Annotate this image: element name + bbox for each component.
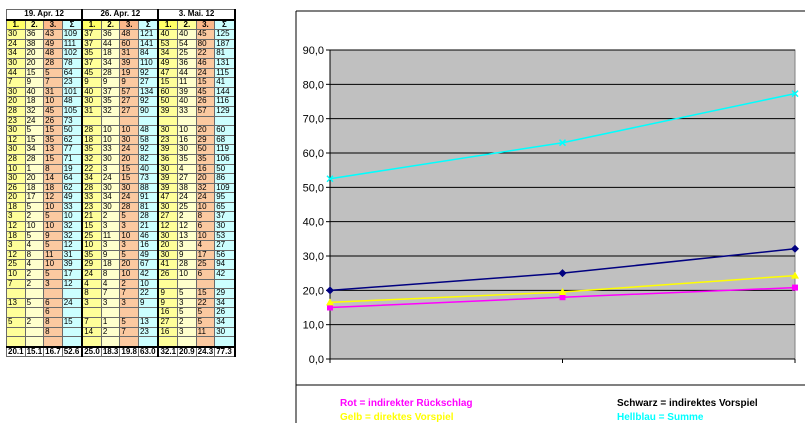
data-point (792, 284, 798, 291)
total-cell: 32.1 (157, 345, 179, 358)
table-row: 13 5 6 24 3 3 3 9 9 3 22 34 (6, 297, 236, 309)
y-tick-label: 10,0 (303, 320, 324, 332)
table-row: 20 17 12 49 33 34 24 91 47 24 24 95 (6, 192, 236, 203)
date-header-row: 19. Apr. 12 26. Apr. 12 3. Mai. 12 (6, 8, 236, 21)
data-point (791, 244, 799, 253)
table-row: 30 20 28 78 37 34 39 110 49 36 46 131 (6, 57, 236, 69)
table-row (6, 336, 236, 348)
table-row: 7 2 3 12 4 4 2 10 (6, 278, 236, 290)
date-header: 3. Mai. 12 (157, 8, 236, 21)
legend-label: Rot = indirekter Rückschlag (340, 398, 473, 409)
data-point (327, 304, 333, 311)
data-table: 19. Apr. 12 26. Apr. 12 3. Mai. 12 1. 2. 3. Σ 1… (6, 8, 236, 358)
column-header: 1. (81, 19, 102, 31)
table-row: 23 24 26 73 (6, 115, 236, 127)
data-point (558, 288, 567, 296)
column-header: 2. (24, 19, 45, 31)
legend-label: Hellblau = Summe (617, 412, 704, 423)
data-point (559, 294, 566, 301)
total-cell: 25.0 (81, 345, 102, 358)
y-tick-label: 80,0 (303, 79, 324, 91)
y-tick-label: 20,0 (303, 285, 324, 297)
total-cell: 77.3 (214, 345, 236, 358)
legend-label: Schwarz = indirektes Vorspiel (617, 398, 758, 409)
legend-label: Gelb = direktes Vorspiel (340, 412, 454, 423)
table-row: 3 4 5 12 10 3 3 16 20 3 4 27 (6, 240, 236, 251)
column-header: 1. (157, 19, 179, 31)
date-header: 26. Apr. 12 (81, 8, 160, 21)
table-row: 10 2 5 17 24 8 10 42 26 10 6 42 (6, 269, 236, 280)
table-row: 18 5 9 32 25 11 10 46 30 13 10 53 (6, 230, 236, 242)
date-header: 19. Apr. 12 (6, 8, 84, 21)
data-point (558, 139, 567, 147)
total-cell: 52.6 (61, 345, 84, 358)
table-row: 26 18 18 62 28 30 30 88 39 38 32 109 (6, 182, 236, 194)
y-tick-label: 60,0 (303, 148, 324, 160)
total-cell: 63.0 (137, 345, 160, 358)
table-row: 24 38 49 111 37 44 60 141 53 54 80 187 (6, 38, 236, 50)
table-row: 30 20 14 64 34 24 15 73 39 27 20 86 (6, 173, 236, 184)
column-header-row: 1. 2. 3. Σ 1. 2. 3. Σ 1. 2. 3. Σ (6, 19, 236, 31)
table-row: 3 2 5 10 21 2 5 28 27 2 8 37 (6, 211, 236, 223)
table-row: 6 16 5 5 26 (6, 307, 236, 318)
table-row: 12 10 10 32 15 3 3 21 12 12 6 30 (6, 221, 236, 232)
data-point (326, 175, 334, 183)
plot-area (329, 49, 796, 360)
data-point (791, 271, 799, 279)
y-tick-label: 90,0 (303, 45, 324, 57)
table-row: 10 1 8 19 22 3 15 40 30 4 16 50 (6, 163, 236, 175)
data-point (558, 269, 567, 278)
table-row: 18 5 10 33 23 30 28 81 30 25 10 65 (6, 201, 236, 213)
totals-row: 20.1 15.1 16.7 52.6 25.0 18.3 19.8 63.0 32.1 20.9… (6, 345, 236, 358)
y-tick-label: 70,0 (303, 114, 324, 126)
table-row: 44 15 5 64 45 28 19 92 47 44 24 115 (6, 67, 236, 79)
table-row: 34 20 48 102 35 18 31 84 34 25 22 81 (6, 48, 236, 59)
table-row: 12 15 35 62 18 10 30 58 23 16 29 68 (6, 134, 236, 146)
y-tick-label: 0,0 (309, 354, 324, 366)
data-point (791, 90, 799, 98)
column-header: Σ (61, 19, 84, 31)
data-point (326, 298, 334, 306)
table-row: 7 9 7 23 9 9 9 27 15 11 15 41 (6, 77, 236, 88)
total-cell: 15.1 (24, 345, 45, 358)
y-tick-label: 30,0 (303, 251, 324, 263)
table-row: 28 32 45 105 31 32 27 90 39 33 57 129 (6, 105, 236, 117)
column-header: Σ (214, 19, 236, 31)
y-tick-label: 40,0 (303, 217, 324, 229)
y-tick-label: 50,0 (303, 182, 324, 194)
data-point (326, 286, 334, 295)
table-row: 30 36 43 109 37 36 48 121 40 40 45 125 (6, 29, 236, 40)
column-header: Σ (137, 19, 160, 31)
